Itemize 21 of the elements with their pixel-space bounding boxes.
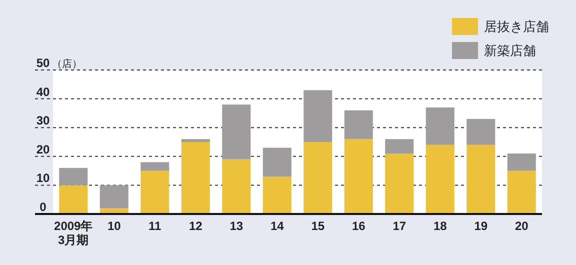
- x-tick-label: 12: [188, 219, 203, 233]
- x-tick-label: 15: [311, 219, 325, 233]
- y-tick-label: 10: [36, 171, 50, 186]
- x-tick-label: 2009年 3月期: [54, 219, 93, 247]
- x-tick-label: 13: [230, 219, 244, 233]
- y-tick-label: 50: [36, 56, 50, 70]
- x-tick-label: 18: [433, 219, 448, 233]
- x-tick-label: 19: [474, 219, 488, 233]
- x-tick-label: 17: [392, 219, 406, 233]
- y-tick-label: 30: [36, 114, 50, 128]
- y-axis-title: （店）: [52, 58, 82, 70]
- x-tick-label: 10: [107, 219, 122, 233]
- y-tick-label: 0: [40, 200, 47, 214]
- x-tick-label: 14: [270, 219, 284, 233]
- x-tick-label: 16: [352, 219, 366, 233]
- y-tick-label: 20: [36, 142, 50, 156]
- legend-label: 居抜き店舗: [484, 19, 549, 34]
- x-tick-label: 11: [148, 219, 162, 233]
- legend-label: 新築店舗: [484, 43, 536, 58]
- y-tick-label: 40: [36, 84, 50, 99]
- x-tick-label: 20: [514, 219, 529, 233]
